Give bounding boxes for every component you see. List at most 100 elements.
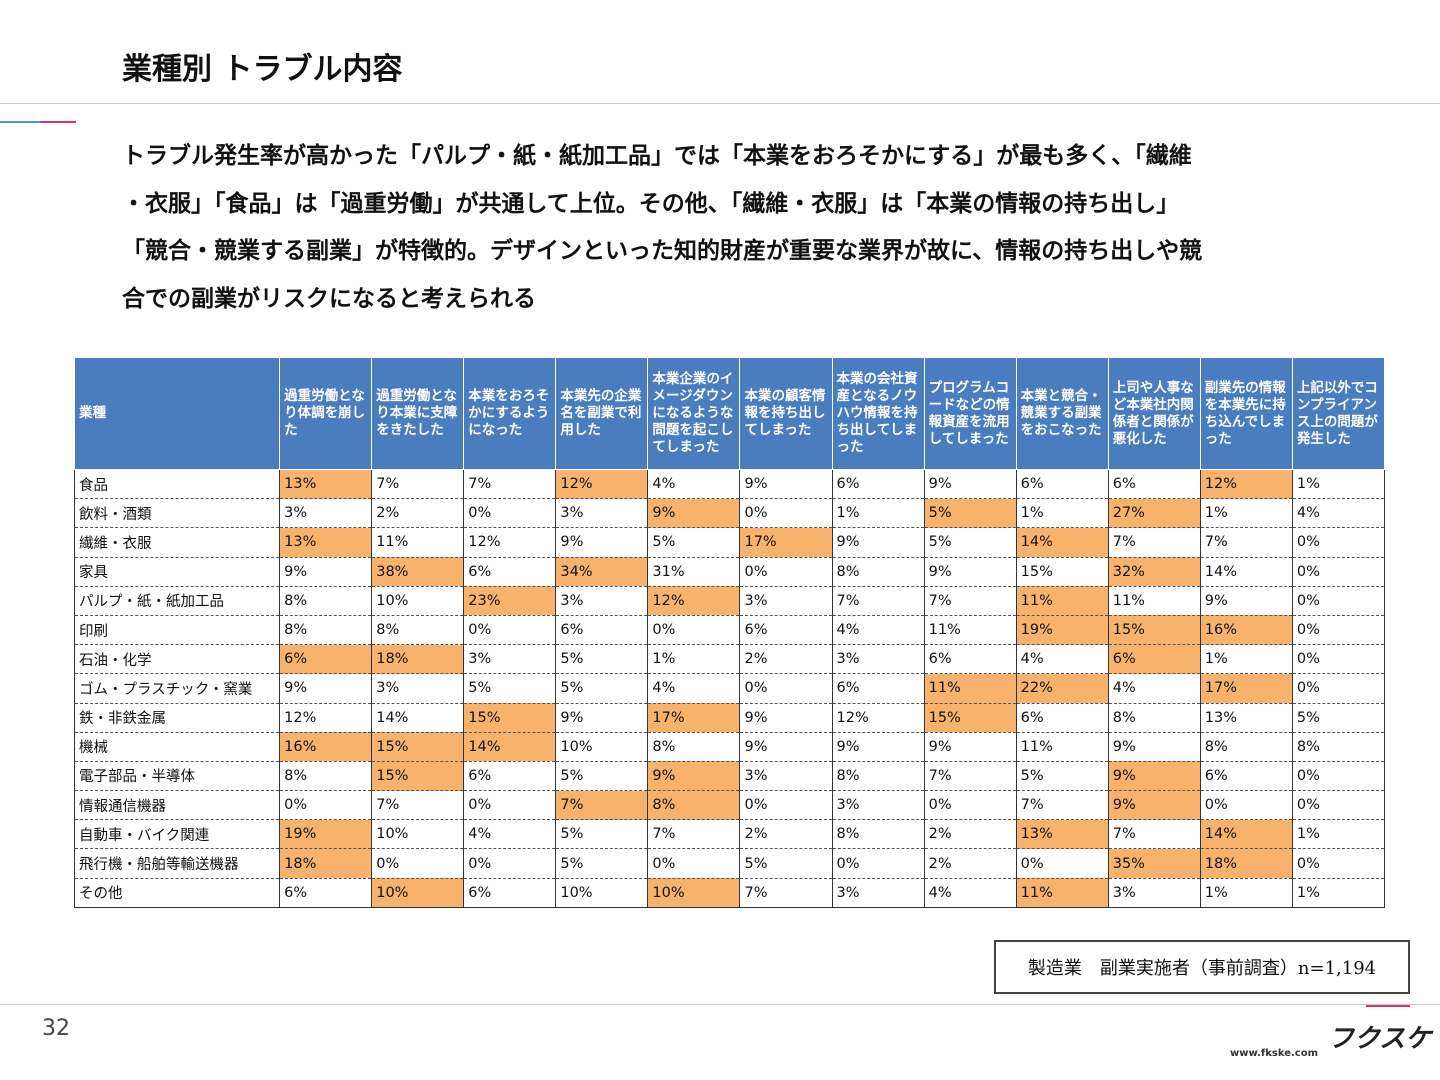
value-cell: 8% bbox=[279, 586, 373, 616]
industry-cell: 飲料・酒類 bbox=[73, 498, 281, 529]
value-cell: 8% bbox=[1107, 703, 1201, 733]
value-cell: 11% bbox=[923, 615, 1017, 646]
value-cell: 1% bbox=[1199, 498, 1293, 529]
value-cell: 19% bbox=[1015, 615, 1109, 646]
industry-cell: 自動車・バイク関連 bbox=[73, 819, 281, 850]
value-cell: 10% bbox=[371, 878, 465, 908]
value-cell: 9% bbox=[923, 557, 1017, 587]
value-cell: 0% bbox=[463, 848, 557, 879]
value-cell: 15% bbox=[463, 703, 557, 733]
value-cell: 4% bbox=[831, 615, 925, 646]
value-cell: 0% bbox=[1291, 615, 1386, 646]
top-accent-pink bbox=[40, 121, 76, 123]
column-header: 本業の会社資産となるノウハウ情報を持ち出してしまった bbox=[831, 357, 925, 470]
table-row: 飛行機・船舶等輸送機器 18% 0% 0% 5% 0% 5% 0% 2% 0% 35% 18% 0% bbox=[73, 848, 1386, 879]
value-cell: 0% bbox=[1291, 848, 1386, 879]
value-cell: 14% bbox=[463, 732, 557, 762]
value-cell: 6% bbox=[1199, 761, 1293, 792]
value-cell: 11% bbox=[371, 527, 465, 558]
value-cell: 6% bbox=[279, 878, 373, 908]
value-cell: 6% bbox=[1015, 469, 1109, 500]
value-cell: 0% bbox=[923, 790, 1017, 821]
value-cell: 1% bbox=[831, 498, 925, 529]
value-cell: 2% bbox=[739, 644, 833, 675]
value-cell: 14% bbox=[1015, 527, 1109, 558]
value-cell: 5% bbox=[923, 527, 1017, 558]
value-cell: 5% bbox=[555, 819, 649, 850]
column-header: 本業企業のイメージダウンになるような問題を起こしてしまった bbox=[647, 357, 741, 470]
value-cell: 5% bbox=[555, 644, 649, 675]
table-row: その他 6% 10% 6% 10% 10% 7% 3% 4% 11% 3% 1% 1% bbox=[73, 878, 1386, 908]
value-cell: 6% bbox=[831, 469, 925, 500]
industry-cell: その他 bbox=[73, 878, 281, 908]
value-cell: 10% bbox=[371, 586, 465, 616]
value-cell: 18% bbox=[1199, 848, 1293, 879]
table-row: 食品 13% 7% 7% 12% 4% 9% 6% 9% 6% 6% 12% 1% bbox=[73, 469, 1386, 500]
table-row: 機械 16% 15% 14% 10% 8% 9% 9% 9% 11% 9% 8% 8% bbox=[73, 732, 1386, 762]
value-cell: 14% bbox=[371, 703, 465, 733]
value-cell: 8% bbox=[831, 557, 925, 587]
column-header: 本業をおろそかにするようになった bbox=[463, 357, 557, 470]
value-cell: 2% bbox=[923, 819, 1017, 850]
column-header: 上司や人事など本業社内関係者と関係が悪化した bbox=[1107, 357, 1201, 470]
value-cell: 7% bbox=[831, 586, 925, 616]
value-cell: 0% bbox=[739, 790, 833, 821]
value-cell: 9% bbox=[1107, 761, 1201, 792]
value-cell: 8% bbox=[831, 819, 925, 850]
top-rule bbox=[0, 103, 1440, 104]
value-cell: 2% bbox=[739, 819, 833, 850]
value-cell: 9% bbox=[279, 673, 373, 704]
description: トラブル発生率が高かった「パルプ・紙・紙加工品」では「本業をおろそかにする」が最… bbox=[122, 132, 1362, 322]
value-cell: 2% bbox=[371, 498, 465, 529]
value-cell: 0% bbox=[1199, 790, 1293, 821]
value-cell: 31% bbox=[647, 557, 741, 587]
industry-cell: 家具 bbox=[73, 557, 281, 587]
value-cell: 5% bbox=[555, 848, 649, 879]
column-header: 本業先の企業名を副業で利用した bbox=[555, 357, 649, 470]
top-accent-blue bbox=[0, 121, 40, 123]
value-cell: 10% bbox=[371, 819, 465, 850]
value-cell: 7% bbox=[923, 761, 1017, 792]
value-cell: 0% bbox=[1291, 586, 1386, 616]
value-cell: 12% bbox=[279, 703, 373, 733]
value-cell: 5% bbox=[555, 673, 649, 704]
value-cell: 7% bbox=[555, 790, 649, 821]
value-cell: 15% bbox=[371, 732, 465, 762]
value-cell: 15% bbox=[1107, 615, 1201, 646]
table-row: 情報通信機器 0% 7% 0% 7% 8% 0% 3% 0% 7% 9% 0% 0% bbox=[73, 790, 1386, 821]
value-cell: 8% bbox=[1291, 732, 1386, 762]
value-cell: 0% bbox=[739, 557, 833, 587]
value-cell: 12% bbox=[831, 703, 925, 733]
industry-cell: ゴム・プラスチック・窯業 bbox=[73, 673, 281, 704]
description-line: トラブル発生率が高かった「パルプ・紙・紙加工品」では「本業をおろそかにする」が最… bbox=[122, 142, 1192, 169]
value-cell: 15% bbox=[1015, 557, 1109, 587]
value-cell: 10% bbox=[647, 878, 741, 908]
table-row: 繊維・衣服 13% 11% 12% 9% 5% 17% 9% 5% 14% 7% 7% 0% bbox=[73, 527, 1386, 558]
value-cell: 9% bbox=[831, 732, 925, 762]
value-cell: 0% bbox=[1291, 527, 1386, 558]
value-cell: 7% bbox=[1199, 527, 1293, 558]
value-cell: 9% bbox=[647, 498, 741, 529]
value-cell: 17% bbox=[1199, 673, 1293, 704]
value-cell: 3% bbox=[1107, 878, 1201, 908]
value-cell: 6% bbox=[739, 615, 833, 646]
table-row: 電子部品・半導体 8% 15% 6% 5% 9% 3% 8% 7% 5% 9% 6% 0% bbox=[73, 761, 1386, 792]
industry-cell: パルプ・紙・紙加工品 bbox=[73, 586, 281, 616]
value-cell: 13% bbox=[279, 469, 373, 500]
column-header: プログラムコードなどの情報資産を流用してしまった bbox=[923, 357, 1017, 470]
industry-cell: 石油・化学 bbox=[73, 644, 281, 675]
bottom-rule bbox=[0, 1004, 1440, 1005]
table-row: 印刷 8% 8% 0% 6% 0% 6% 4% 11% 19% 15% 16% 0% bbox=[73, 615, 1386, 646]
value-cell: 4% bbox=[1015, 644, 1109, 675]
value-cell: 8% bbox=[1199, 732, 1293, 762]
value-cell: 0% bbox=[739, 673, 833, 704]
column-header: 上記以外でコンプライアンス上の問題が発生した bbox=[1291, 357, 1386, 470]
value-cell: 22% bbox=[1015, 673, 1109, 704]
value-cell: 13% bbox=[1199, 703, 1293, 733]
industry-cell: 鉄・非鉄金属 bbox=[73, 703, 281, 733]
table-row: ゴム・プラスチック・窯業 9% 3% 5% 5% 4% 0% 6% 11% 22% 4% 17% 0% bbox=[73, 673, 1386, 704]
value-cell: 16% bbox=[1199, 615, 1293, 646]
value-cell: 9% bbox=[739, 732, 833, 762]
value-cell: 0% bbox=[279, 790, 373, 821]
trouble-table: 業種 過重労働となり体調を崩した 過重労働となり本業に支障をきたした 本業をおろそかに… bbox=[73, 357, 1386, 908]
